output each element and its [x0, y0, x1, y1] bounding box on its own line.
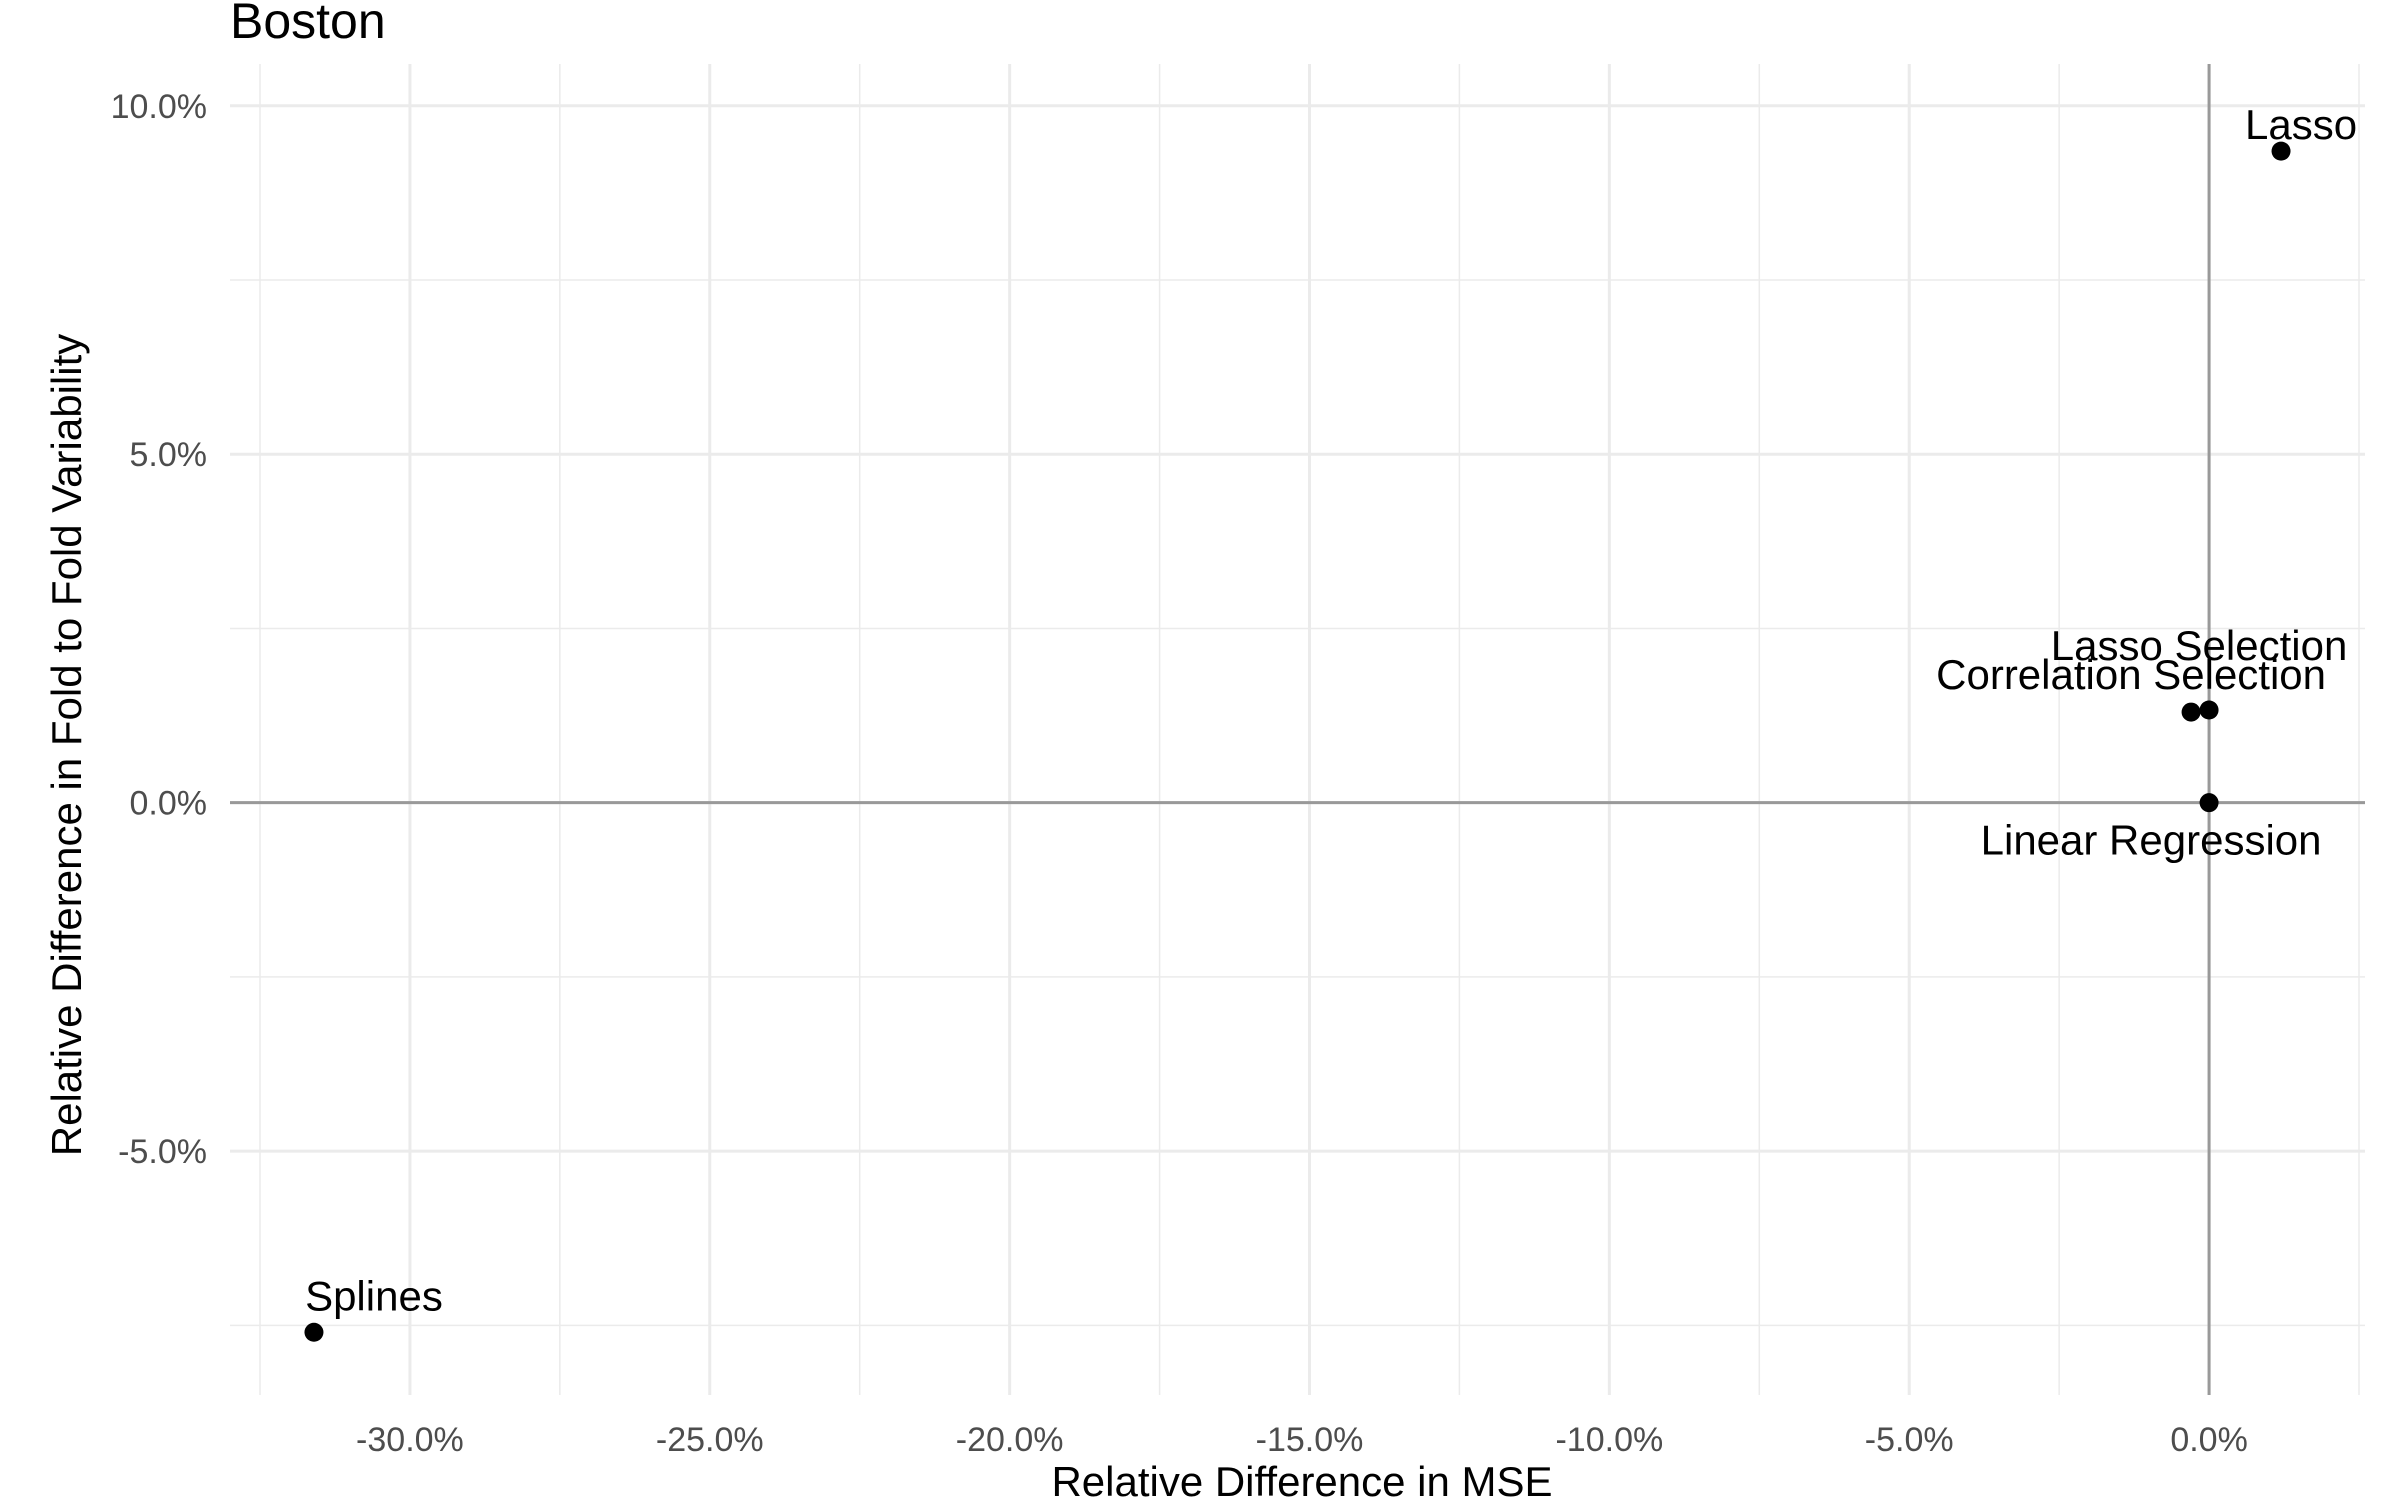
- x-tick-label: -10.0%: [1555, 1421, 1663, 1459]
- x-axis-ticks: -30.0% -25.0% -20.0% -15.0% -10.0% -5.0% 0.0%: [356, 1421, 2248, 1459]
- reference-lines: [230, 64, 2365, 1395]
- data-point: [2181, 702, 2201, 722]
- point-label: Lasso: [2245, 101, 2357, 148]
- point-label: Linear Regression: [1981, 817, 2322, 864]
- point-label: Splines: [305, 1272, 443, 1319]
- minor-gridlines: [230, 64, 2365, 1395]
- data-point: [2271, 141, 2291, 161]
- x-tick-label: -25.0%: [656, 1421, 764, 1459]
- y-axis-ticks: -5.0% 0.0% 5.0% 10.0%: [111, 88, 207, 1171]
- y-axis-title: Relative Difference in Fold to Fold Vari…: [43, 334, 90, 1157]
- x-tick-label: -30.0%: [356, 1421, 464, 1459]
- data-points: [304, 141, 2291, 1342]
- x-axis-title: Relative Difference in MSE: [1051, 1458, 1552, 1500]
- point-label: Lasso Selection: [2051, 622, 2348, 669]
- y-tick-label: 5.0%: [130, 436, 208, 474]
- chart-title: Boston: [230, 0, 386, 49]
- major-gridlines: [230, 64, 2365, 1395]
- point-label: Correlation Selection: [1936, 651, 2326, 698]
- data-point: [304, 1322, 324, 1342]
- y-tick-label: 10.0%: [111, 88, 207, 126]
- x-tick-label: -20.0%: [956, 1421, 1064, 1459]
- x-tick-label: -15.0%: [1256, 1421, 1364, 1459]
- data-point: [2199, 700, 2219, 720]
- x-tick-label: -5.0%: [1865, 1421, 1954, 1459]
- y-tick-label: 0.0%: [130, 785, 208, 823]
- x-tick-label: 0.0%: [2170, 1421, 2248, 1459]
- y-tick-label: -5.0%: [118, 1133, 207, 1171]
- data-point: [2199, 793, 2219, 813]
